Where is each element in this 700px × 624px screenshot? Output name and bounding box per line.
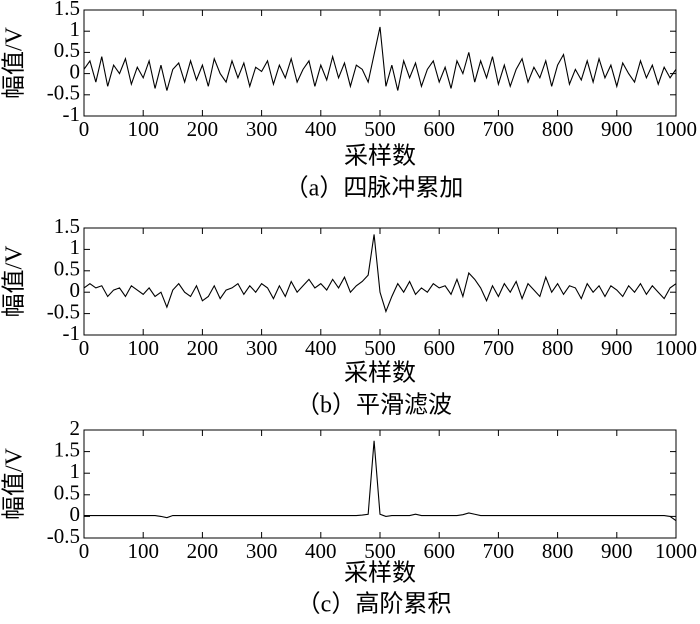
x-tick-label: 500 [364, 336, 396, 360]
x-tick-label: 800 [542, 336, 574, 360]
x-tick-label: 700 [483, 539, 515, 563]
x-tick-label: 900 [601, 336, 633, 360]
y-tick-label: -1 [63, 102, 81, 126]
y-tick-label: -1 [63, 321, 81, 345]
x-tick-label: 100 [127, 336, 159, 360]
y-axis-label: 幅值/V [1, 245, 28, 318]
x-tick-label: 300 [246, 336, 278, 360]
x-tick-label: 300 [246, 117, 278, 141]
axes-frame [83, 429, 677, 539]
x-tick-label: 700 [483, 117, 515, 141]
y-tick-label: -0.5 [47, 299, 80, 323]
x-tick-label: 1000 [655, 336, 697, 360]
x-tick-label: 400 [305, 336, 337, 360]
x-tick-label: 600 [423, 539, 455, 563]
y-tick-label: -0.5 [47, 524, 80, 548]
x-axis-label: 采样数 [344, 143, 416, 170]
axes-frame [83, 9, 677, 117]
y-tick-label: 1.5 [54, 0, 80, 20]
signal-line [83, 234, 677, 314]
axes-frame [83, 227, 677, 336]
y-tick-label: 0 [70, 278, 81, 302]
x-tick-label: 400 [305, 117, 337, 141]
y-tick-label: 2 [70, 416, 81, 440]
y-tick-label: 0 [70, 502, 81, 526]
y-tick-label: 0.5 [54, 481, 80, 505]
x-axis-label: 采样数 [344, 360, 416, 387]
y-tick-label: 1.5 [54, 437, 80, 461]
signal-line [84, 440, 677, 522]
x-tick-label: 200 [187, 539, 219, 563]
x-tick-label: 1000 [655, 117, 697, 141]
x-tick-label: 400 [305, 539, 337, 563]
x-tick-label: 0 [79, 539, 90, 563]
x-tick-label: 800 [542, 539, 574, 563]
x-axis-label: 采样数 [344, 560, 416, 587]
x-tick-label: 700 [483, 336, 515, 360]
y-axis-label: 幅值/V [1, 447, 28, 520]
y-tick-label: 1 [70, 17, 81, 41]
x-tick-label: 600 [423, 336, 455, 360]
y-tick-label: 1.5 [54, 214, 80, 238]
y-tick-label: 0.5 [54, 38, 80, 62]
x-tick-label: 0 [79, 336, 90, 360]
x-tick-label: 800 [542, 117, 574, 141]
y-axis-label: 幅值/V [1, 26, 28, 99]
x-tick-label: 100 [127, 539, 159, 563]
x-tick-label: 900 [601, 539, 633, 563]
caption: （c）高阶累积 [297, 591, 452, 618]
y-tick-label: 1 [70, 459, 81, 483]
y-tick-label: -0.5 [47, 81, 80, 105]
x-tick-label: 200 [187, 117, 219, 141]
x-tick-label: 900 [601, 117, 633, 141]
signal-line [83, 26, 677, 91]
x-tick-label: 500 [364, 117, 396, 141]
y-tick-label: 0 [70, 59, 81, 83]
x-tick-label: 500 [364, 539, 396, 563]
y-tick-label: 1 [70, 235, 81, 259]
x-tick-label: 100 [127, 117, 159, 141]
x-tick-label: 600 [423, 117, 455, 141]
y-tick-label: 0.5 [54, 257, 80, 281]
x-tick-label: 1000 [655, 539, 697, 563]
x-tick-label: 300 [246, 539, 278, 563]
caption: （a）四脉冲累加 [285, 175, 464, 202]
x-tick-label: 0 [79, 117, 90, 141]
caption: （b）平滑滤波 [296, 392, 452, 419]
x-tick-label: 200 [187, 336, 219, 360]
